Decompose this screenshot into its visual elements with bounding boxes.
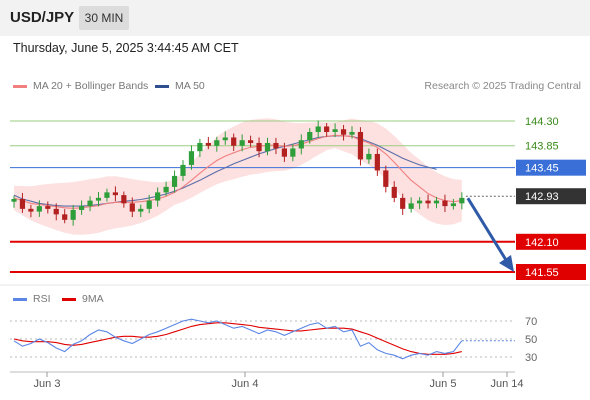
timeframe-button[interactable]: 30 MIN — [79, 6, 129, 30]
rsi-line — [13, 318, 463, 360]
candle-body — [239, 140, 245, 146]
ma20-line — [13, 134, 462, 209]
legend-rsi-label: RSI — [33, 293, 51, 305]
rsi-tick-label: 30 — [525, 352, 537, 364]
rsi-ma-line — [13, 322, 462, 355]
candle-body — [349, 131, 355, 135]
candle-body — [400, 197, 406, 209]
legend-ma50: MA 50 — [155, 80, 205, 92]
candle-body — [433, 200, 440, 204]
legend-rsi-ma: 9MA — [62, 293, 104, 305]
legend-ma20-label: MA 20 + Bollinger Bands — [33, 80, 149, 92]
candle-body — [357, 131, 364, 160]
candle-body — [307, 131, 313, 141]
legend-rsi-ma-label: 9MA — [82, 293, 104, 305]
candle-body — [19, 198, 26, 209]
candle-body — [222, 137, 228, 141]
candle-body — [340, 129, 347, 135]
candle-body — [205, 142, 211, 146]
candle-body — [256, 142, 262, 152]
candle-body — [155, 192, 161, 201]
level-badge-pivot — [516, 159, 586, 176]
last-price-label: 142.93 — [525, 191, 559, 203]
rsi-ma-swatch — [62, 297, 76, 301]
candle-body — [53, 208, 59, 215]
candle-body — [450, 203, 456, 207]
x-tick-label: Jun 14 — [490, 378, 523, 390]
candle-body — [188, 151, 195, 165]
legend-rsi: RSI — [13, 293, 51, 305]
ma50-line — [13, 135, 437, 207]
candle-body — [62, 214, 68, 220]
candle-body — [95, 197, 102, 201]
x-tick-label: Jun 3 — [34, 378, 61, 390]
candle-body — [28, 208, 34, 212]
candle-body — [408, 203, 414, 209]
candle-body — [383, 170, 389, 187]
symbol-title: USD/JPY — [10, 9, 75, 26]
header-bar: USD/JPY 30 MIN — [0, 0, 590, 36]
rsi-tick-label: 50 — [525, 334, 537, 346]
candle-body — [281, 148, 287, 157]
candle-body — [315, 126, 321, 132]
candle-body — [459, 197, 465, 204]
legend-ma50-label: MA 50 — [175, 80, 205, 92]
candle-body — [231, 137, 237, 146]
candle-body — [273, 142, 279, 149]
level-label-resistance: 144.30 — [525, 116, 559, 128]
candle-body — [138, 208, 144, 212]
ma50-swatch — [155, 84, 169, 88]
candle-body — [324, 126, 330, 132]
timestamp: Thursday, June 5, 2025 3:44:45 AM CET — [13, 41, 239, 55]
credit: Research © 2025 Trading Central — [424, 80, 581, 92]
bollinger-band — [14, 118, 462, 235]
level-label-pivot: 143.45 — [525, 163, 559, 175]
candle-body — [298, 140, 304, 149]
x-tick-label: Jun 5 — [430, 378, 457, 390]
candle-body — [146, 200, 152, 209]
candle-body — [332, 129, 338, 132]
level-badge-support — [516, 264, 586, 280]
candle-body — [197, 142, 203, 152]
last-price-badge — [516, 188, 586, 205]
candle-body — [290, 148, 296, 157]
level-label-support: 141.55 — [525, 267, 559, 279]
candle-body — [442, 200, 448, 207]
level-label-support: 142.10 — [525, 237, 559, 249]
candle-body — [425, 200, 431, 204]
candle-body — [163, 186, 169, 193]
candle-body — [104, 192, 110, 198]
candle-body — [129, 203, 135, 212]
candle-body — [366, 153, 372, 160]
candle-body — [11, 198, 17, 202]
candle-body — [391, 186, 397, 198]
level-label-resistance: 143.85 — [525, 141, 559, 153]
candle-body — [248, 140, 254, 143]
rsi-tick-label: 70 — [525, 316, 537, 328]
candle-body — [121, 195, 127, 204]
candle-body — [79, 206, 85, 210]
candle-body — [112, 192, 118, 196]
candle-body — [36, 206, 42, 212]
candle-body — [171, 175, 178, 187]
candle-body — [417, 200, 423, 204]
candle-body — [87, 200, 93, 207]
legend-ma20: MA 20 + Bollinger Bands — [13, 80, 148, 92]
rsi-swatch — [13, 297, 27, 301]
x-tick-label: Jun 4 — [232, 378, 259, 390]
candle-body — [70, 209, 76, 220]
level-badge-support — [516, 233, 586, 250]
candle-body — [374, 153, 380, 171]
ma20-swatch — [13, 84, 27, 88]
forecast-arrowhead — [499, 255, 514, 272]
candle-body — [45, 206, 51, 209]
candle-body — [180, 164, 186, 176]
candle-body — [214, 140, 220, 146]
forecast-arrow — [466, 197, 508, 261]
candle-body — [264, 142, 271, 152]
